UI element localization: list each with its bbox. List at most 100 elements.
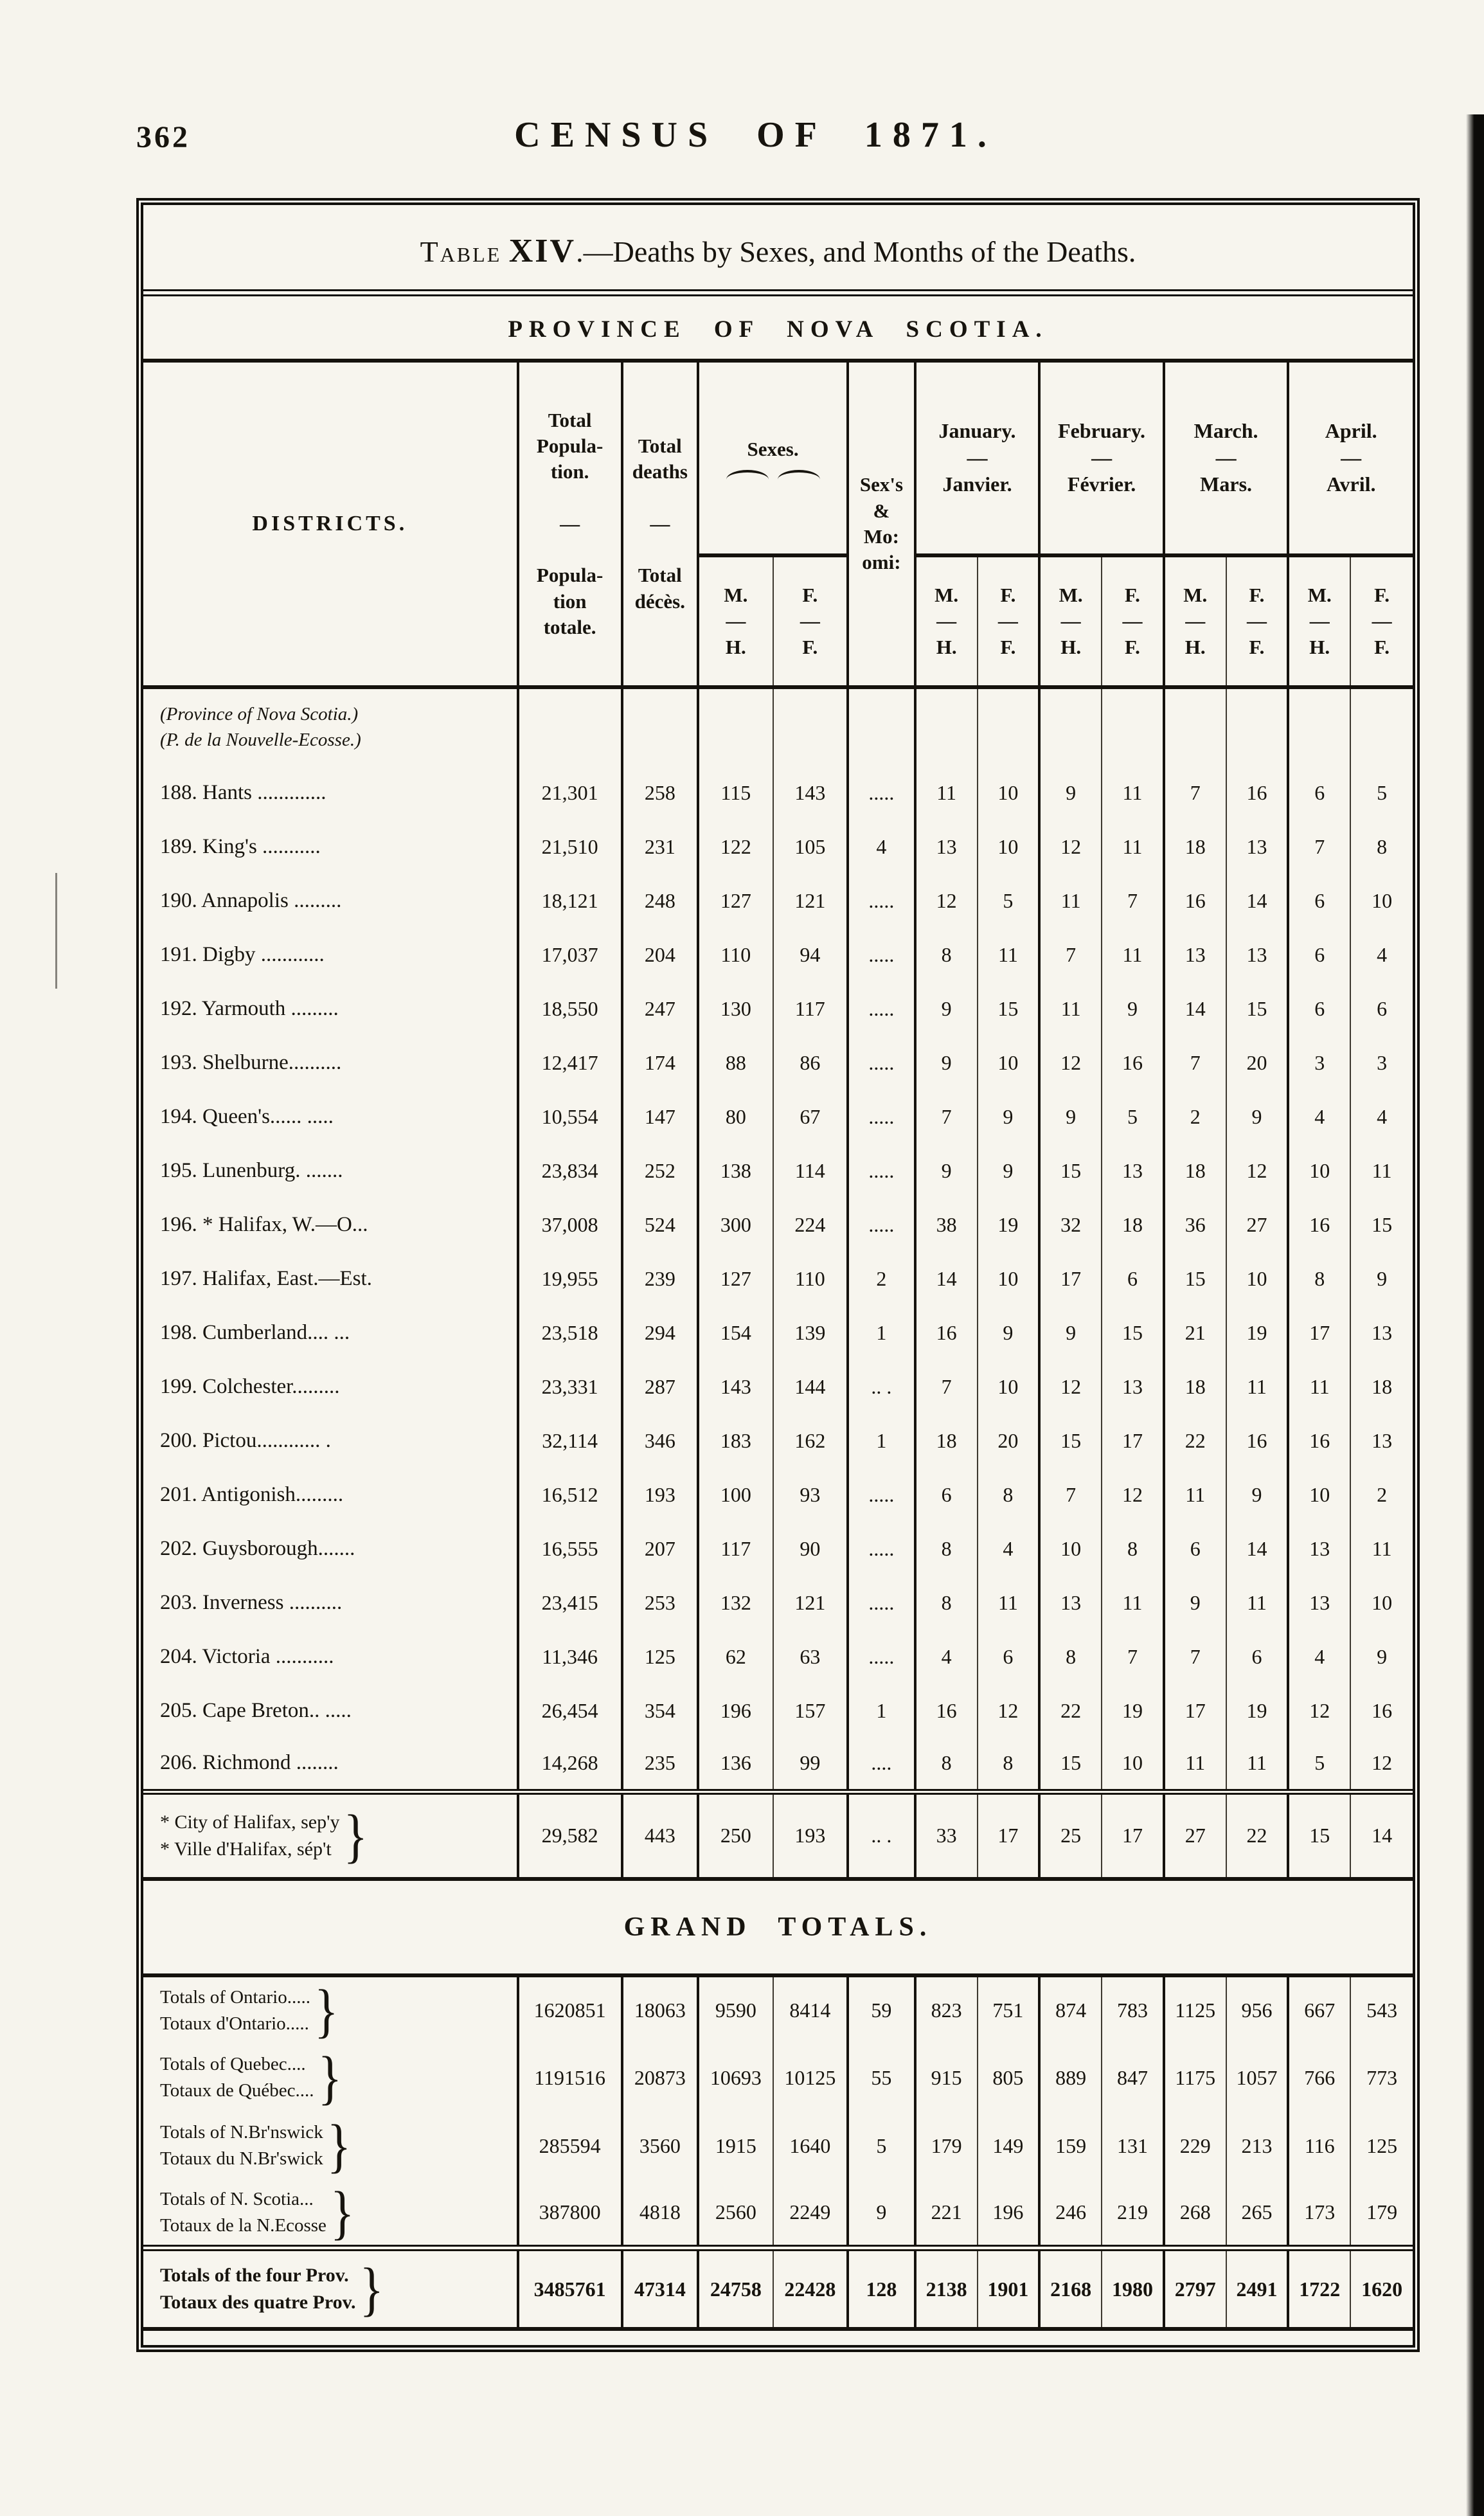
value-cell: 15 bbox=[1225, 982, 1289, 1036]
value-cell: 14 bbox=[1225, 874, 1289, 928]
value-cell: 11 bbox=[1287, 1360, 1351, 1414]
value-cell: 11 bbox=[1038, 874, 1102, 928]
title-divider bbox=[143, 289, 1413, 296]
district-row: 192. Yarmouth ......... 18,550 247 130 117..… bbox=[143, 982, 1413, 1036]
value-cell: 18 bbox=[1162, 820, 1226, 874]
value-cell: 115 bbox=[697, 766, 773, 820]
value-cell: 11 bbox=[1350, 1522, 1413, 1576]
value-cell: 63 bbox=[772, 1630, 848, 1684]
label-line-en: * City of Halifax, sep'y bbox=[160, 1811, 340, 1833]
value-cell: 7 bbox=[1287, 820, 1351, 874]
value-cell: 16 bbox=[913, 1306, 978, 1360]
subcol-april-female: F. — F. bbox=[1350, 555, 1413, 689]
value-cell: 22 bbox=[1162, 1414, 1226, 1468]
district-label: 194. Queen's...... ..... bbox=[160, 1104, 334, 1128]
value-cell: 5 bbox=[976, 874, 1040, 928]
empty-cell bbox=[620, 687, 699, 766]
value-cell: 13 bbox=[1225, 928, 1289, 982]
value-cell: 8 bbox=[1350, 820, 1413, 874]
value-cell: 235 bbox=[620, 1738, 699, 1792]
district-row: 190. Annapolis ......... 18,121 248 127 121.… bbox=[143, 874, 1413, 928]
empty-cell bbox=[1350, 687, 1413, 766]
value-cell: 4 bbox=[1287, 1090, 1351, 1144]
value-cell: 4818 bbox=[620, 2180, 699, 2248]
value-cell: 2138 bbox=[913, 2245, 978, 2331]
scan-artifact-right-edge bbox=[1466, 114, 1484, 2516]
district-row: 199. Colchester......... 23,331 287 143 144.… bbox=[143, 1360, 1413, 1414]
value-cell: 143 bbox=[697, 1360, 773, 1414]
value-cell: 16 bbox=[1287, 1414, 1351, 1468]
value-cell: 823 bbox=[913, 1975, 978, 2044]
value-cell: 193 bbox=[772, 1788, 848, 1879]
value-cell: 17 bbox=[1101, 1788, 1164, 1879]
value-cell: 16,555 bbox=[516, 1522, 622, 1576]
value-cell: 90 bbox=[772, 1522, 848, 1576]
value-cell: 2249 bbox=[772, 2180, 848, 2248]
value-cell: 7 bbox=[1038, 1468, 1102, 1522]
value-cell: 294 bbox=[620, 1306, 699, 1360]
value-cell: 15 bbox=[976, 982, 1040, 1036]
value-cell: 149 bbox=[976, 2112, 1040, 2180]
value-cell: 127 bbox=[697, 1252, 773, 1306]
dual-label: Totals of Ontario..... Totaux d'Ontario..… bbox=[160, 1980, 513, 2040]
value-cell: ..... bbox=[846, 1198, 915, 1252]
page-header: 362 CENSUS OF 1871. bbox=[136, 114, 1375, 161]
value-cell: 8414 bbox=[772, 1975, 848, 2044]
value-cell: ..... bbox=[846, 1090, 915, 1144]
value-cell: 13 bbox=[1350, 1306, 1413, 1360]
label-line-fr: Totaux de Québec.... bbox=[160, 2080, 314, 2101]
value-cell: 122 bbox=[697, 820, 773, 874]
value-cell: 23,518 bbox=[516, 1306, 622, 1360]
value-cell: 443 bbox=[620, 1788, 699, 1879]
value-cell: 9 bbox=[1350, 1630, 1413, 1684]
row-label: * City of Halifax, sep'y * Ville d'Halifa… bbox=[143, 1788, 518, 1879]
value-cell: 12 bbox=[1038, 820, 1102, 874]
value-cell: 121 bbox=[772, 1576, 848, 1630]
value-cell: 2797 bbox=[1162, 2245, 1226, 2331]
value-cell: 18 bbox=[1101, 1198, 1164, 1252]
value-cell: 10 bbox=[1287, 1144, 1351, 1198]
value-cell: 2168 bbox=[1038, 2245, 1102, 2331]
value-cell: 6 bbox=[1225, 1630, 1289, 1684]
value-cell: 2 bbox=[1162, 1090, 1226, 1144]
district-label: 200. Pictou............ . bbox=[160, 1428, 331, 1452]
value-cell: 9 bbox=[913, 1144, 978, 1198]
value-cell: 17 bbox=[1287, 1306, 1351, 1360]
value-cell: 524 bbox=[620, 1198, 699, 1252]
value-cell: 2 bbox=[1350, 1468, 1413, 1522]
value-cell: 354 bbox=[620, 1684, 699, 1738]
value-cell: 22428 bbox=[772, 2245, 848, 2331]
value-cell: 121 bbox=[772, 874, 848, 928]
value-cell: 10 bbox=[976, 820, 1040, 874]
value-cell: 2560 bbox=[697, 2180, 773, 2248]
value-cell: 3 bbox=[1350, 1036, 1413, 1090]
value-cell: 10 bbox=[976, 766, 1040, 820]
value-cell: 127 bbox=[697, 874, 773, 928]
value-cell: 9 bbox=[976, 1144, 1040, 1198]
label-lines: Totals of N. Scotia... Totaux de la N.Eco… bbox=[160, 2186, 326, 2238]
value-cell: 8 bbox=[1038, 1630, 1102, 1684]
value-cell: 13 bbox=[1287, 1522, 1351, 1576]
value-cell: 6 bbox=[976, 1630, 1040, 1684]
value-cell: 11 bbox=[1162, 1738, 1226, 1792]
value-cell: 136 bbox=[697, 1738, 773, 1792]
value-cell: 213 bbox=[1225, 2112, 1289, 2180]
district-label: 204. Victoria ........... bbox=[160, 1644, 334, 1668]
value-cell: 13 bbox=[1038, 1576, 1102, 1630]
value-cell: 93 bbox=[772, 1468, 848, 1522]
value-cell: 10 bbox=[1038, 1522, 1102, 1576]
value-cell: 773 bbox=[1350, 2044, 1413, 2112]
label-line-en: Totals of N.Br'nswick bbox=[160, 2122, 323, 2143]
value-cell: 204 bbox=[620, 928, 699, 982]
district-label: 188. Hants ............. bbox=[160, 780, 326, 804]
label-lines: Totals of the four Prov. Totaux des quatr… bbox=[160, 2262, 356, 2316]
value-cell: 6 bbox=[1287, 766, 1351, 820]
province-totals-row: Totals of Quebec.... Totaux de Québec....… bbox=[143, 2044, 1413, 2112]
value-cell: 9 bbox=[976, 1090, 1040, 1144]
province-totals-row: Totals of N. Scotia... Totaux de la N.Eco… bbox=[143, 2180, 1413, 2248]
province-heading: PROVINCE OF NOVA SCOTIA. bbox=[143, 296, 1413, 363]
value-cell: .. . bbox=[846, 1360, 915, 1414]
value-cell: 1640 bbox=[772, 2112, 848, 2180]
value-cell: ..... bbox=[846, 1144, 915, 1198]
value-cell: 16 bbox=[1225, 766, 1289, 820]
